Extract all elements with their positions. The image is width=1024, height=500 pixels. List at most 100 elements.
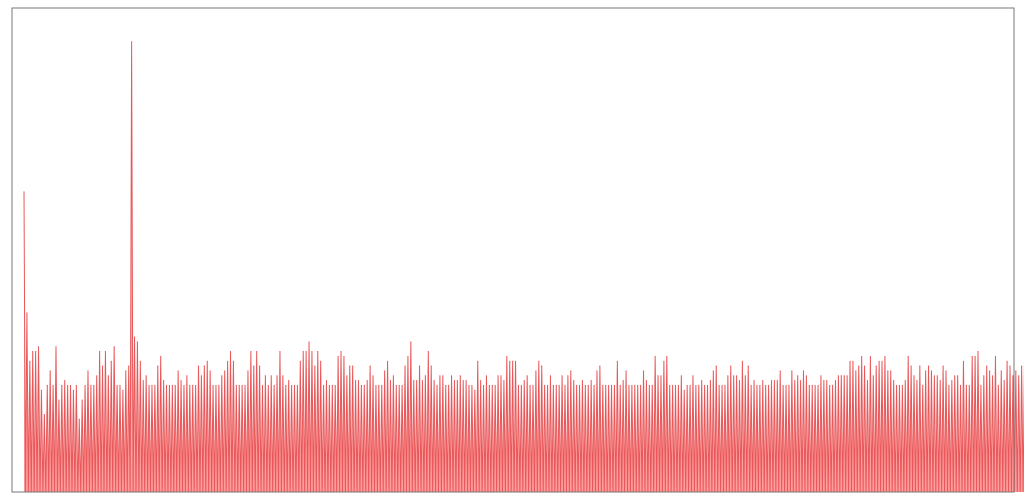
data-point [55,346,57,348]
data-point [148,384,150,387]
data-point [901,384,903,387]
data-point [549,375,552,377]
data-point [1000,370,1002,372]
data-point [69,384,72,387]
data-point [884,355,886,358]
data-point [421,380,424,382]
data-point [381,384,383,387]
data-point [229,351,232,353]
data-point [770,380,773,382]
data-point [663,360,665,362]
data-point [174,384,176,387]
data-point [413,380,415,382]
data-point [84,384,86,387]
data-point [136,341,139,343]
data-point [674,384,677,387]
data-point [1009,365,1011,367]
data-point [450,375,453,377]
data-point [267,384,269,387]
data-point [107,375,109,377]
data-point [767,384,770,387]
data-point [64,380,66,382]
data-point [424,375,426,377]
data-point [576,384,578,387]
data-point [526,375,528,377]
data-point [448,384,450,387]
data-point [305,351,307,353]
data-point [241,384,243,387]
data-point [840,375,842,377]
data-point [642,370,645,372]
data-point [957,375,959,377]
data-point [672,384,674,387]
data-point [49,370,51,372]
data-point [235,384,237,387]
data-point [410,341,412,343]
data-point [290,384,293,387]
data-point [779,370,781,372]
data-point [837,375,840,377]
data-point [285,384,287,387]
data-point [40,389,43,391]
data-point [552,384,554,387]
data-point [529,384,531,387]
data-point [125,370,127,372]
data-point [567,375,569,377]
data-point [398,384,400,387]
data-point [1015,370,1017,372]
data-point [459,375,461,377]
data-point [462,380,464,382]
data-point [482,384,485,387]
data-point [904,380,906,382]
data-point [160,355,162,358]
data-point [61,384,63,387]
data-point [925,370,927,372]
data-point [317,351,319,353]
data-point [288,380,290,382]
data-point [776,380,778,382]
data-point [96,375,98,377]
data-point [163,380,165,382]
data-point [401,384,403,387]
data-point [704,384,706,387]
data-point [154,384,156,387]
data-point [875,365,877,367]
data-point [788,384,790,387]
data-point [322,384,325,387]
data-point [805,375,808,377]
data-point [308,341,310,343]
data-point [983,375,985,377]
data-point [363,384,365,387]
data-point [954,375,956,377]
data-point [523,380,525,382]
data-point [314,365,316,367]
data-point [782,384,784,387]
data-point [587,384,589,387]
data-point [759,384,761,387]
data-point [936,375,938,377]
data-point [715,365,717,367]
data-point [491,384,493,387]
data-point [913,375,915,377]
data-point [959,384,962,387]
data-point [680,375,682,377]
data-point [488,384,490,387]
data-point [637,384,639,387]
data-point [852,360,854,362]
data-point [872,375,874,377]
data-point [660,375,662,377]
data-point [110,360,112,362]
data-point [273,384,275,387]
data-point [212,384,214,387]
data-point [823,380,825,382]
data-point [503,380,505,382]
data-point [325,380,328,382]
data-point [477,360,479,362]
data-point [695,384,697,387]
data-point [468,384,470,387]
data-point [657,375,659,377]
data-point [331,384,333,387]
data-point [698,384,700,387]
data-point [965,384,967,387]
data-point [366,380,368,382]
